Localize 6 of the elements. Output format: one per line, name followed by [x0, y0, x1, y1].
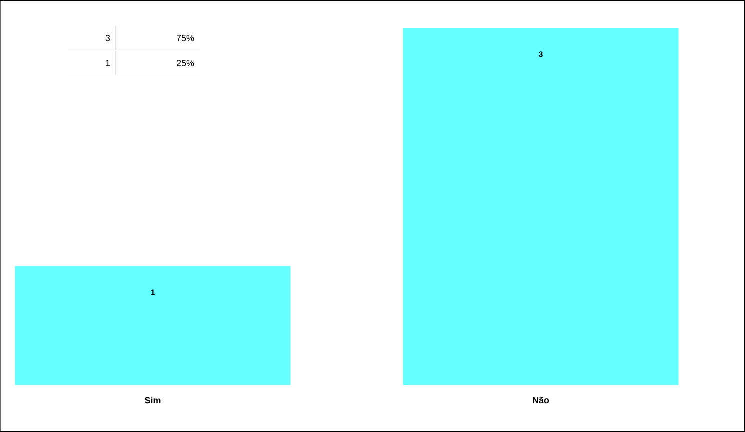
- x-tick-label: Não: [533, 396, 550, 404]
- x-tick-label: Sim: [145, 396, 161, 404]
- annotation: 25%: [176, 60, 194, 66]
- annotation: 75%: [176, 34, 194, 42]
- annotation: 1: [106, 60, 110, 66]
- annotation: 3: [106, 34, 110, 42]
